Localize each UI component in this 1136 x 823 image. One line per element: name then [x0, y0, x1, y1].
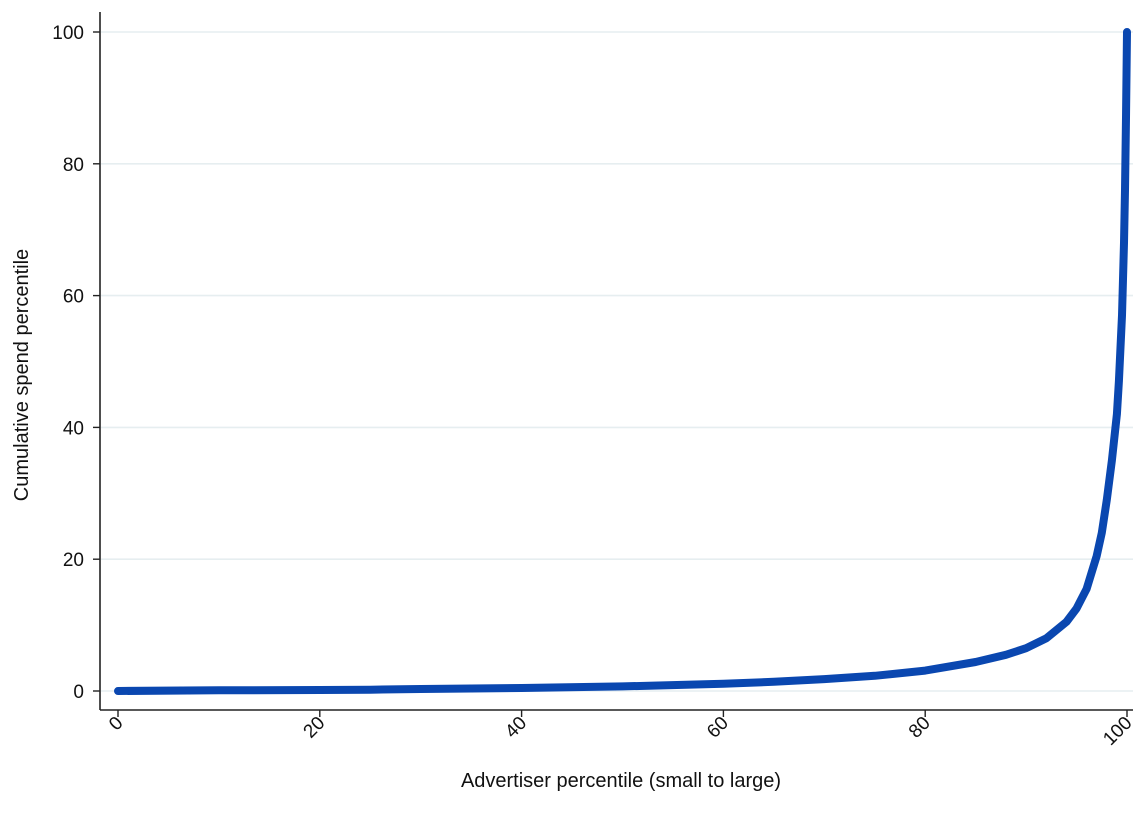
- y-tick-label: 40: [63, 418, 84, 439]
- y-axis-ticks: 0 20 40 60 80 100: [52, 23, 100, 703]
- series-group: [114, 28, 1131, 695]
- x-tick-label: 80: [905, 713, 935, 743]
- y-tick-label: 60: [63, 287, 84, 308]
- x-tick-label: 40: [501, 713, 531, 743]
- y-axis-title: Cumulative spend percentile: [11, 249, 33, 501]
- y-tick-label: 0: [73, 682, 84, 703]
- grid-lines: [101, 31, 1133, 692]
- y-tick-label: 100: [52, 23, 84, 44]
- x-tick-label: 100: [1099, 713, 1136, 750]
- axes: [99, 12, 1133, 711]
- y-tick-label: 80: [63, 155, 84, 176]
- x-axis-title: Advertiser percentile (small to large): [461, 770, 781, 792]
- y-tick-label: 20: [63, 550, 84, 571]
- x-tick-label: 60: [703, 713, 733, 743]
- series-line: [114, 28, 1131, 695]
- x-tick-label: 0: [105, 713, 127, 735]
- x-axis-ticks: 0 20 40 60 80 100: [105, 710, 1136, 750]
- x-tick-label: 20: [300, 713, 330, 743]
